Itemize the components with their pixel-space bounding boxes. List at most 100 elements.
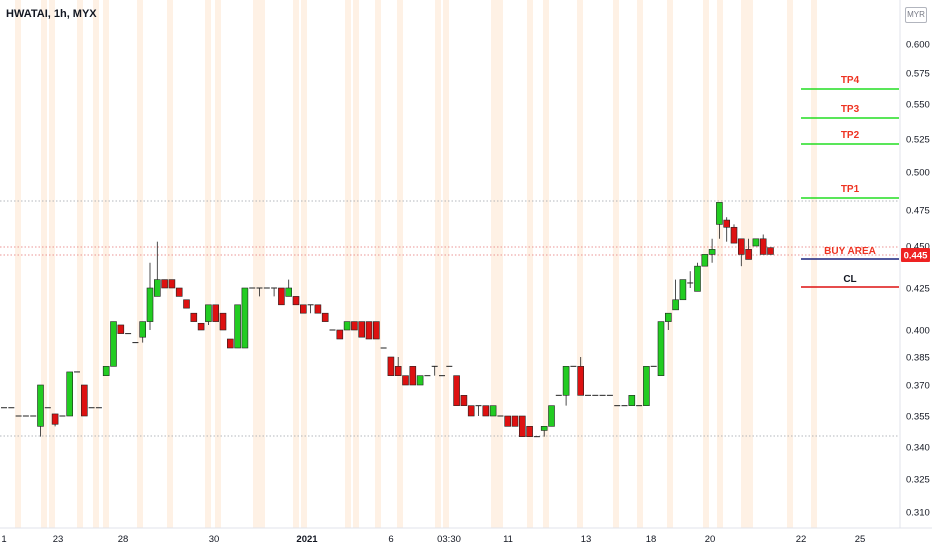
candle xyxy=(672,279,679,311)
candle xyxy=(219,312,227,331)
session-band xyxy=(717,0,723,528)
candle-body xyxy=(358,321,366,338)
candle xyxy=(518,415,526,437)
candle xyxy=(234,304,241,349)
candle xyxy=(168,279,176,289)
candle xyxy=(577,357,585,396)
candle xyxy=(730,224,738,244)
candle-body xyxy=(154,279,161,297)
candle xyxy=(205,304,212,325)
candle xyxy=(475,405,482,416)
candle-body xyxy=(752,238,760,247)
session-band xyxy=(167,0,173,528)
dotted-reference-lines xyxy=(0,200,900,437)
session-band xyxy=(345,0,351,528)
session-band xyxy=(637,0,643,528)
candle-body xyxy=(81,384,88,417)
candle xyxy=(745,238,752,260)
candle-body xyxy=(146,287,154,322)
price-tick-label: 0.325 xyxy=(906,475,930,486)
price-badge-text: 0.445 xyxy=(904,251,928,262)
session-band xyxy=(787,0,793,528)
candle xyxy=(117,324,125,334)
candlesticks xyxy=(1,202,774,438)
candle xyxy=(431,365,438,376)
session-band xyxy=(491,0,497,528)
candle-body xyxy=(387,356,395,376)
session-bands xyxy=(15,0,817,528)
time-tick-label: 6 xyxy=(388,534,393,545)
candle xyxy=(227,338,234,349)
candle xyxy=(285,279,293,297)
candle-body xyxy=(321,312,329,322)
session-band xyxy=(741,0,747,528)
candle-body xyxy=(759,238,767,255)
candle xyxy=(51,413,59,427)
time-tick-label: 2021 xyxy=(296,534,318,545)
candle-body xyxy=(723,219,731,228)
candle xyxy=(343,321,351,331)
candle-body xyxy=(183,299,190,309)
candle xyxy=(387,356,395,376)
price-tick-label: 0.550 xyxy=(906,100,930,111)
session-band xyxy=(397,0,403,528)
session-band xyxy=(527,0,533,528)
candle-body xyxy=(402,375,409,386)
session-band xyxy=(215,0,221,528)
price-tick-label: 0.575 xyxy=(906,69,930,80)
candle-body xyxy=(394,366,402,376)
candle xyxy=(271,287,278,297)
session-band xyxy=(15,0,21,528)
session-band xyxy=(811,0,817,528)
session-band xyxy=(301,0,307,528)
price-tick-label: 0.600 xyxy=(906,40,930,51)
candle xyxy=(489,405,497,417)
candle xyxy=(81,384,88,417)
candle-body xyxy=(467,405,475,417)
price-tick-label: 0.385 xyxy=(906,353,930,364)
candle-body xyxy=(409,366,417,386)
candle-body xyxy=(745,249,752,260)
candle xyxy=(562,366,570,406)
candle-body xyxy=(664,312,672,322)
candle xyxy=(416,375,424,386)
candle-body xyxy=(343,321,351,331)
candle-body xyxy=(701,254,709,267)
candle xyxy=(737,238,745,267)
candle xyxy=(190,312,198,322)
candle-body xyxy=(227,338,234,349)
candle-body xyxy=(694,265,701,292)
candle xyxy=(526,426,533,437)
candle xyxy=(752,238,760,247)
candle xyxy=(664,312,672,330)
level-label: TP3 xyxy=(841,104,860,115)
price-tick-label: 0.525 xyxy=(906,135,930,146)
price-tick-label: 0.400 xyxy=(906,326,930,337)
candle xyxy=(394,357,402,376)
candle-body xyxy=(205,304,212,322)
candle xyxy=(299,304,307,314)
candle-body xyxy=(730,226,738,244)
time-tick-label: 20 xyxy=(705,534,716,545)
currency-button[interactable]: MYR xyxy=(905,7,927,23)
candle-body xyxy=(643,366,650,406)
candle xyxy=(37,384,44,437)
time-tick-label: 28 xyxy=(118,534,129,545)
price-tick-label: 0.340 xyxy=(906,443,930,454)
candle xyxy=(212,304,219,322)
price-tick-label: 0.425 xyxy=(906,284,930,295)
candle-body xyxy=(175,287,183,297)
price-tick-label: 0.500 xyxy=(906,168,930,179)
candle-body xyxy=(679,279,687,301)
candle-body xyxy=(161,279,168,289)
session-band xyxy=(103,0,109,528)
candle xyxy=(321,312,329,322)
candle-body xyxy=(314,304,322,314)
candle xyxy=(453,375,460,406)
candle xyxy=(687,271,694,288)
candle xyxy=(358,321,366,338)
price-badge-bg xyxy=(901,248,930,262)
candle xyxy=(482,405,490,417)
time-tick-label: 11 xyxy=(503,534,513,545)
